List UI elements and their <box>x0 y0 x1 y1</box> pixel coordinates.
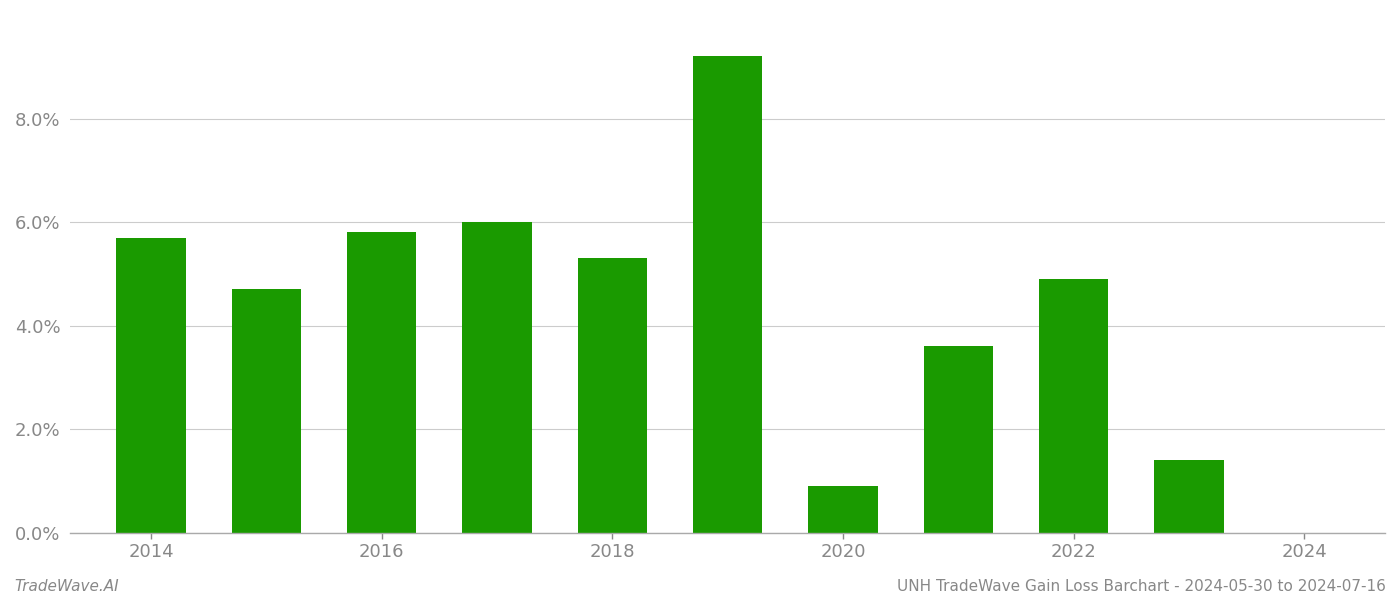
Bar <box>693 56 762 533</box>
Bar <box>578 258 647 533</box>
Bar <box>808 486 878 533</box>
Bar <box>924 346 993 533</box>
Text: UNH TradeWave Gain Loss Barchart - 2024-05-30 to 2024-07-16: UNH TradeWave Gain Loss Barchart - 2024-… <box>897 579 1386 594</box>
Bar <box>1039 279 1109 533</box>
Text: TradeWave.AI: TradeWave.AI <box>14 579 119 594</box>
Bar <box>1155 460 1224 533</box>
Bar <box>347 232 416 533</box>
Bar <box>232 289 301 533</box>
Bar <box>462 222 532 533</box>
Bar <box>116 238 186 533</box>
